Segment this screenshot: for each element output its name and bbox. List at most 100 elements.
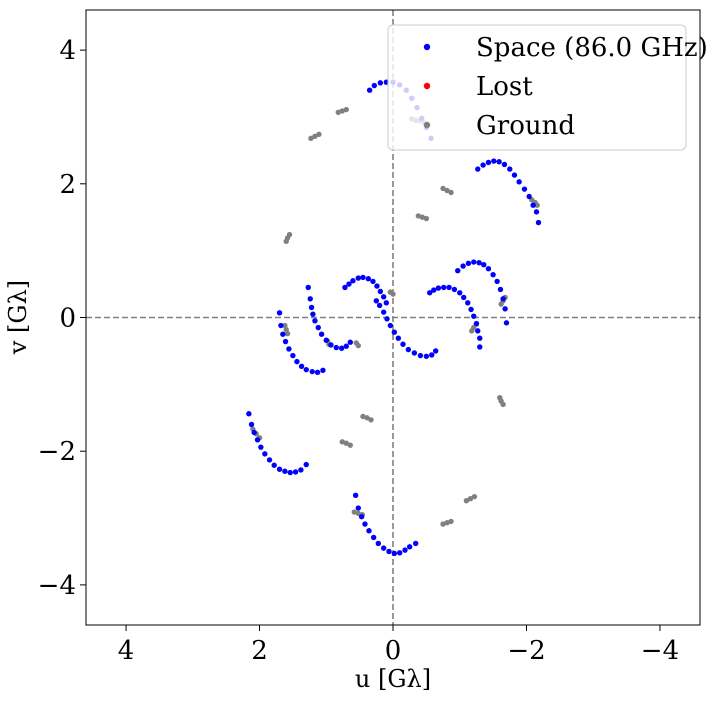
space-point-86 — [323, 337, 329, 343]
space-point-78 — [383, 300, 390, 306]
space-point-74 — [370, 278, 376, 285]
space-point-94 — [280, 331, 286, 337]
space-point-102 — [314, 369, 321, 376]
space-point-26 — [427, 290, 433, 296]
space-point-91 — [347, 339, 353, 345]
legend-marker-space — [423, 43, 431, 51]
space-point-98 — [294, 358, 300, 365]
space-point-19 — [511, 172, 518, 178]
space-point-119 — [355, 505, 361, 511]
space-point-113 — [282, 468, 288, 474]
space-point-80 — [307, 296, 313, 302]
space-point-124 — [375, 540, 382, 547]
space-point-28 — [435, 285, 442, 291]
space-point-88 — [333, 344, 339, 351]
ground-point-40 — [500, 401, 506, 408]
space-point-63 — [411, 350, 418, 356]
ground-point-49 — [534, 202, 540, 208]
space-point-12 — [475, 166, 481, 172]
space-point-30 — [446, 284, 452, 291]
space-point-97 — [290, 352, 296, 359]
space-point-72 — [360, 274, 366, 281]
x-axis-ticks: 4 2 0 −2 −4 — [118, 625, 679, 666]
space-point-25 — [535, 219, 542, 226]
space-point-55 — [376, 302, 383, 309]
space-point-87 — [328, 342, 334, 348]
ground-point-34 — [498, 301, 504, 307]
space-point-36 — [471, 313, 477, 319]
space-point-48 — [490, 272, 496, 278]
space-point-34 — [465, 300, 471, 306]
space-point-59 — [391, 329, 398, 335]
ground-point-37 — [469, 328, 475, 334]
x-tick-label-4: −4 — [641, 636, 679, 666]
x-axis-title: u [Gλ] — [355, 665, 431, 693]
space-point-115 — [292, 469, 299, 475]
space-point-35 — [468, 306, 474, 313]
space-point-84 — [315, 324, 321, 331]
ground-point-17 — [368, 417, 374, 423]
space-point-99 — [298, 363, 305, 369]
space-point-79 — [305, 284, 311, 291]
ground-point-5 — [316, 131, 322, 138]
space-point-89 — [338, 345, 345, 351]
space-point-108 — [258, 444, 264, 450]
space-point-22 — [526, 193, 532, 200]
space-point-96 — [286, 346, 292, 352]
space-point-70 — [350, 278, 356, 284]
space-point-54 — [373, 298, 380, 304]
space-point-45 — [476, 259, 482, 266]
legend: Space (86.0 GHz) Lost Ground — [387, 24, 708, 151]
space-point-127 — [391, 550, 398, 557]
legend-label-space: Space (86.0 GHz) — [476, 33, 708, 63]
space-point-60 — [395, 335, 402, 341]
ground-point-28 — [448, 189, 454, 196]
space-point-65 — [423, 353, 430, 359]
y-tick-label-4: 4 — [59, 36, 76, 66]
space-point-29 — [441, 284, 447, 291]
y-tick-label-3: 2 — [59, 170, 76, 200]
y-axis-title: v [Gλ] — [4, 280, 32, 355]
space-point-18 — [507, 166, 513, 172]
ground-point-26 — [440, 185, 446, 192]
ground-point-44 — [463, 497, 470, 504]
space-point-51 — [500, 296, 506, 302]
ground-point-8 — [286, 231, 293, 238]
x-tick-label-2: 0 — [385, 636, 402, 666]
space-point-21 — [521, 186, 528, 192]
ground-point-52 — [284, 330, 291, 337]
legend-marker-lost — [423, 82, 431, 90]
space-point-32 — [457, 290, 463, 296]
ground-point-2 — [343, 106, 349, 113]
legend-marker-ground — [423, 121, 431, 129]
space-point-16 — [496, 159, 502, 165]
space-point-75 — [374, 283, 380, 289]
space-point-101 — [309, 368, 315, 375]
ground-point-43 — [448, 518, 454, 525]
space-point-53 — [503, 320, 510, 326]
space-point-106 — [251, 429, 257, 436]
space-point-118 — [352, 492, 359, 499]
x-tick-label-0: 4 — [118, 636, 135, 666]
space-point-2 — [377, 80, 384, 86]
space-point-41 — [455, 268, 461, 274]
space-point-131 — [412, 540, 419, 547]
y-tick-label-1: −2 — [38, 437, 76, 467]
space-point-103 — [320, 367, 326, 374]
space-point-104 — [246, 411, 252, 417]
space-point-1 — [371, 82, 378, 89]
space-point-47 — [485, 266, 492, 272]
space-point-122 — [366, 528, 372, 534]
space-point-90 — [343, 343, 349, 349]
space-point-15 — [491, 158, 497, 164]
space-point-130 — [406, 544, 413, 550]
space-point-17 — [501, 161, 508, 168]
ground-point-56 — [390, 291, 396, 297]
x-tick-label-1: 2 — [251, 636, 268, 666]
legend-box — [387, 24, 687, 151]
legend-label-lost: Lost — [476, 72, 533, 102]
space-point-64 — [417, 352, 424, 359]
space-point-114 — [287, 469, 293, 476]
ground-point-31 — [423, 215, 430, 222]
